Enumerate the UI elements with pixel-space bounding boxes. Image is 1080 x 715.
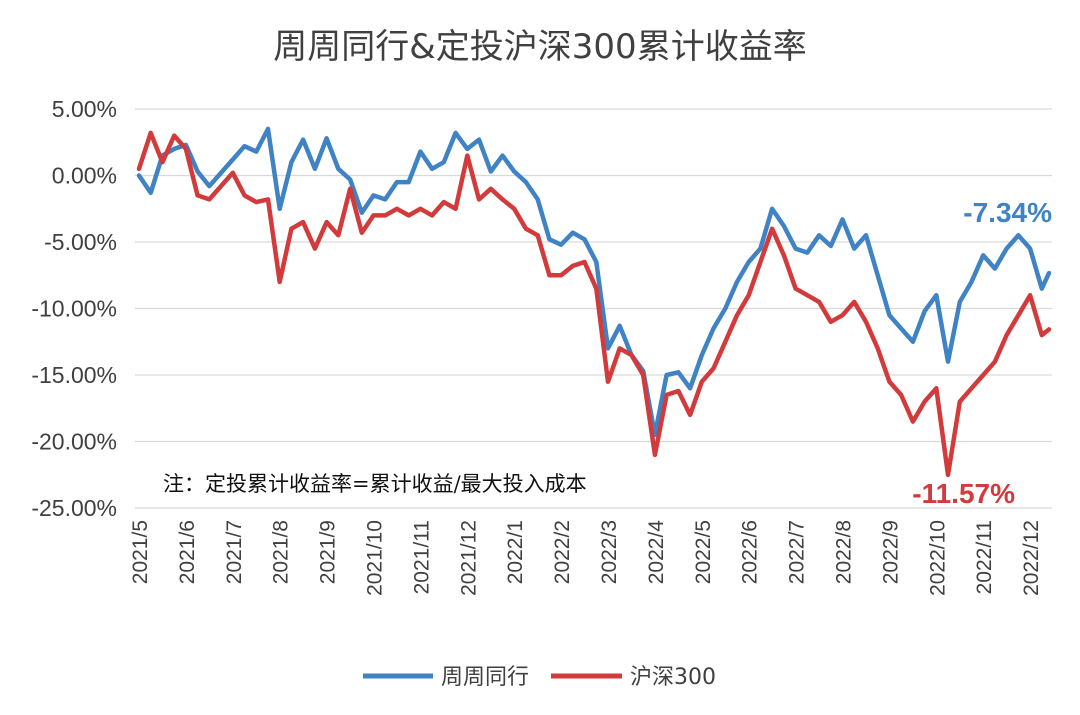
end-value-label: -11.57%	[912, 478, 1015, 509]
x-tick-label: 2022/7	[786, 520, 809, 584]
legend: 周周同行 沪深300	[363, 665, 716, 690]
legend-label: 周周同行	[441, 665, 529, 690]
x-tick-label: 2021/11	[410, 520, 433, 594]
y-tick-label: 0.00%	[52, 163, 117, 189]
y-tick-label: -5.00%	[44, 229, 117, 255]
y-tick-label: -20.00%	[31, 429, 117, 455]
x-tick-label: 2021/8	[270, 520, 293, 584]
series-line-index	[136, 130, 1052, 478]
end-labels: -7.34% -11.57%	[912, 197, 1052, 509]
end-value-label: -7.34%	[963, 197, 1052, 228]
x-tick-label: 2022/6	[739, 520, 762, 584]
x-tick-label: 2021/6	[176, 520, 199, 584]
x-tick-label: 2021/10	[364, 520, 387, 596]
x-tick-label: 2021/9	[317, 520, 340, 584]
x-tick-label: 2022/12	[1020, 520, 1043, 596]
y-tick-label: -25.00%	[31, 495, 117, 521]
x-tick-label: 2022/3	[598, 520, 621, 584]
y-tick-label: -15.00%	[31, 362, 117, 388]
x-tick-label: 2022/5	[692, 520, 715, 584]
chart-note: 注：定投累计收益率=累计收益/最大投入成本	[163, 472, 587, 496]
x-tick-label: 2022/11	[973, 520, 996, 594]
x-tick-label: 2022/8	[833, 520, 856, 584]
x-tick-label: 2022/9	[879, 520, 902, 584]
x-tick-label: 2021/12	[457, 520, 480, 596]
y-tick-label: 5.00%	[52, 96, 117, 122]
y-tick-label: -10.00%	[31, 296, 117, 322]
x-tick-label: 2022/10	[926, 520, 949, 596]
x-tick-label: 2021/5	[129, 520, 152, 584]
x-axis-ticks: 2021/5 2021/6 2021/7 2021/8 2021/9 2021/10 202…	[129, 520, 1043, 596]
series-line-fund	[136, 126, 1052, 438]
series-lines	[136, 126, 1052, 478]
y-axis-ticks: 5.00% 0.00% -5.00% -10.00% -15.00% -20.00% -25…	[31, 96, 117, 521]
chart-title: 周周同行&定投沪深300累计收益率	[273, 27, 806, 67]
x-tick-label: 2022/2	[551, 520, 574, 584]
legend-label: 沪深300	[630, 665, 716, 690]
x-tick-label: 2021/7	[223, 520, 246, 584]
x-tick-label: 2022/4	[645, 520, 668, 585]
x-tick-label: 2022/1	[504, 520, 527, 584]
